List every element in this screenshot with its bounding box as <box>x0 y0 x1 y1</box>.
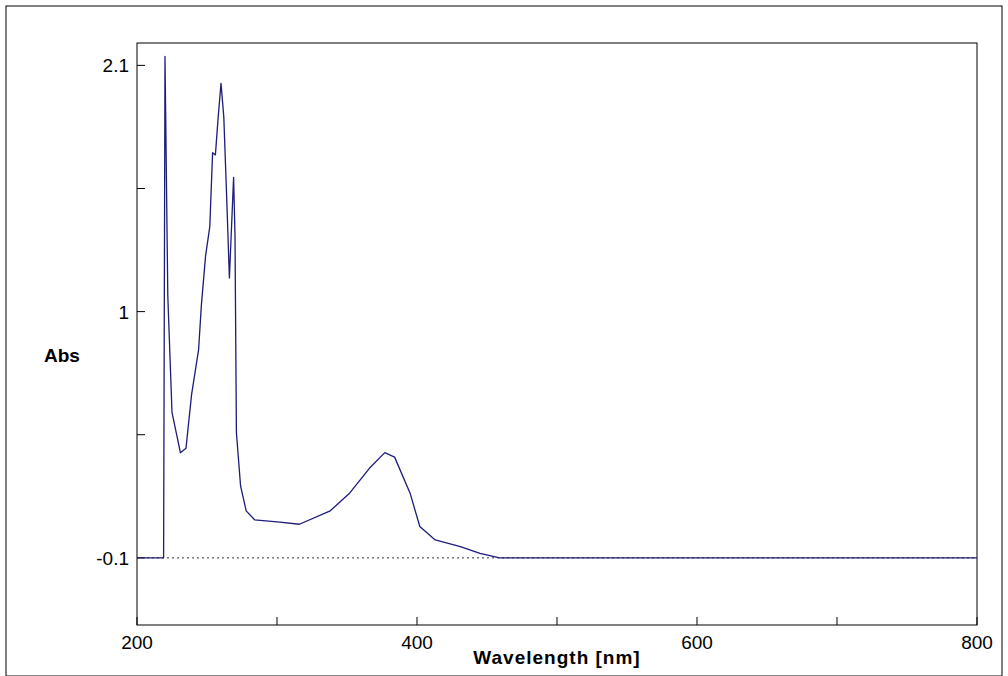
x-minor-tick <box>557 617 558 625</box>
x-tick <box>697 617 698 625</box>
x-tick-label: 400 <box>401 632 433 653</box>
spectrum-line <box>137 56 977 557</box>
y-tick-label: -0.1 <box>96 548 129 569</box>
x-tick-label: 600 <box>681 632 713 653</box>
x-tick-label: 800 <box>961 632 993 653</box>
y-minor-tick <box>137 434 145 435</box>
y-tick-label: 1 <box>118 302 129 323</box>
x-tick <box>137 617 138 625</box>
chart: 200 400 600 800 -0.1 1 2.1 Wavelength [nm] Abs <box>0 0 1008 676</box>
x-axis-title: Wavelength [nm] <box>473 647 640 668</box>
x-minor-tick <box>837 617 838 625</box>
y-tick-label: 2.1 <box>103 55 129 76</box>
x-tick <box>417 617 418 625</box>
outer-border <box>6 6 1002 676</box>
y-tick <box>137 311 145 312</box>
y-axis-title: Abs <box>44 345 80 366</box>
y-minor-tick <box>137 188 145 189</box>
y-tick <box>137 65 145 66</box>
x-minor-tick <box>277 617 278 625</box>
x-tick-label: 200 <box>121 632 153 653</box>
plot-area <box>137 56 977 557</box>
x-tick <box>977 617 978 625</box>
plot-frame <box>137 43 977 625</box>
